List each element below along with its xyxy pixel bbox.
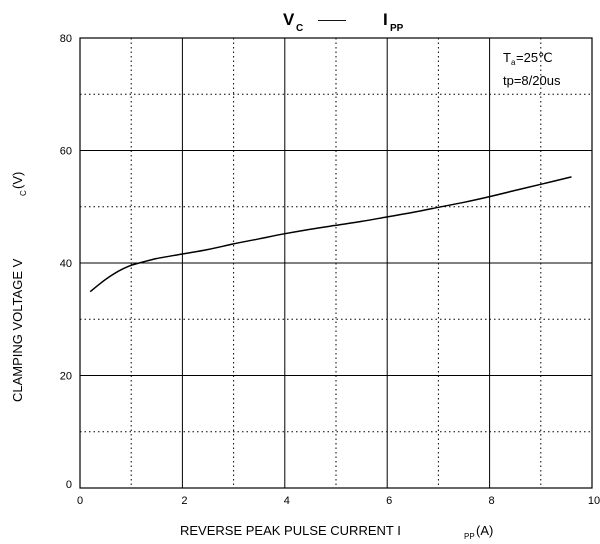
x-tick-label: 2 <box>181 495 187 507</box>
x-axis-label: REVERSE PEAK PULSE CURRENT I PP (A) <box>180 523 493 541</box>
annotation-ta: T <box>503 50 511 65</box>
x-tick-label: 10 <box>588 495 600 507</box>
x-tick-label: 6 <box>386 495 392 507</box>
ylabel-unit: (V) <box>10 172 25 189</box>
ylabel-main: CLAMPING VOLTAGE V <box>10 258 25 402</box>
x-tick-labels: 0 2 4 6 8 10 <box>77 495 600 507</box>
y-axis-label: CLAMPING VOLTAGE V C (V) <box>10 172 28 402</box>
grid <box>80 38 592 488</box>
chart-title: V C —— I PP <box>283 10 404 34</box>
x-tick-label: 8 <box>489 495 495 507</box>
series-line-vc-ipp <box>89 176 572 293</box>
annotation-tp: tp=8/20us <box>503 73 561 88</box>
plot-frame <box>79 37 593 489</box>
title-i: I <box>383 10 388 29</box>
xlabel-main: REVERSE PEAK PULSE CURRENT I <box>180 523 401 538</box>
title-v: V <box>283 10 295 29</box>
y-tick-labels: 0 20 40 60 80 <box>60 33 72 491</box>
annotation-temp: =25℃ <box>516 50 553 65</box>
title-dash: —— <box>318 11 346 27</box>
y-tick-label: 40 <box>60 258 72 270</box>
x-tick-label: 0 <box>77 495 83 507</box>
y-tick-label: 80 <box>60 33 72 45</box>
ylabel-sub: C <box>19 190 28 196</box>
y-tick-label: 20 <box>60 371 72 383</box>
test-conditions-annotation: T a =25℃ tp=8/20us <box>503 50 561 88</box>
x-tick-label: 4 <box>284 495 290 507</box>
annotation-ta-sub: a <box>511 58 516 67</box>
y-tick-label: 60 <box>60 146 72 158</box>
title-i-sub: PP <box>390 23 404 34</box>
title-v-sub: C <box>296 23 303 34</box>
xlabel-unit: (A) <box>476 523 493 538</box>
xlabel-sub: PP <box>464 532 475 541</box>
y-tick-label: 0 <box>66 479 72 491</box>
